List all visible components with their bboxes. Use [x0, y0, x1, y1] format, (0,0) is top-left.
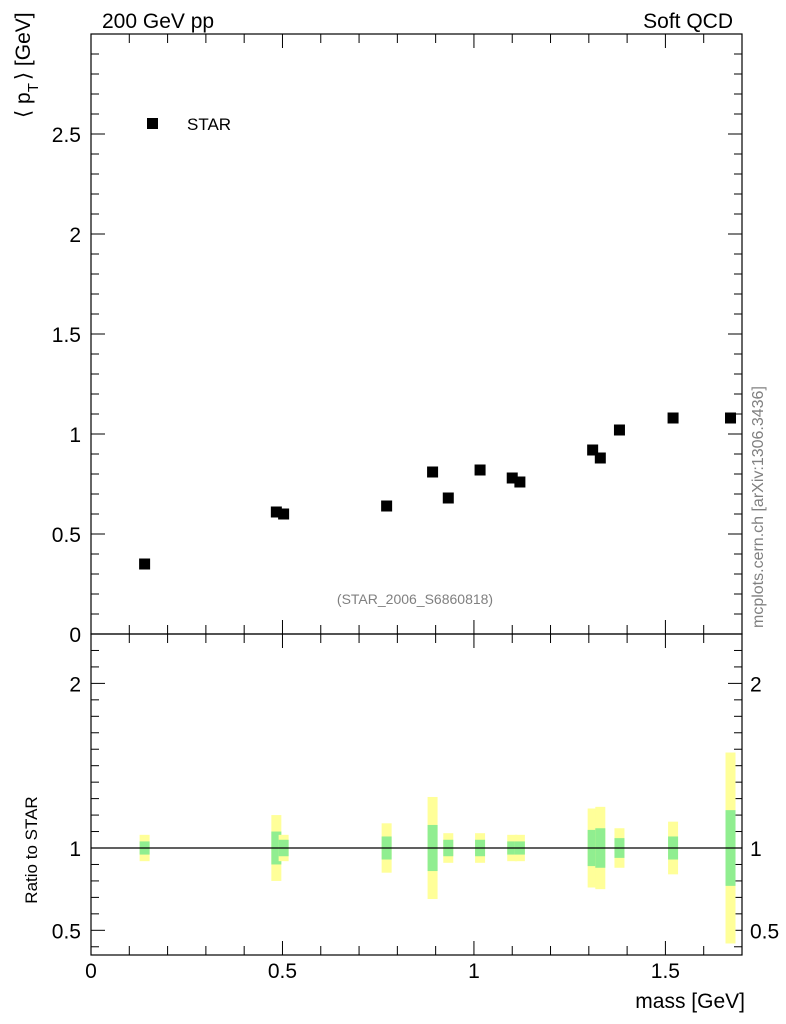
x-tick-label: 1.5 [651, 960, 680, 983]
main-data-points [139, 412, 737, 570]
main-y-axis-label: ⟨ pT⟩ [GeV] [12, 12, 42, 118]
x-tick-label: 1 [468, 960, 480, 983]
main-data-point [270, 506, 282, 518]
ratio-y-axis-label: Ratio to STAR [22, 796, 41, 903]
main-data-point [514, 476, 526, 488]
ratio-y-tick-label-left: 0.5 [52, 920, 81, 943]
x-tick-label: 0.5 [268, 960, 297, 983]
header-category-label: Soft QCD [643, 10, 733, 33]
ratio-y-tick-label-right: 0.5 [750, 920, 779, 943]
ratio-y-tick-label-right: 2 [750, 673, 762, 696]
watermark-label: mcplots.cern.ch [arXiv:1306.3436] [750, 386, 767, 628]
header-energy-label: 200 GeV pp [102, 10, 214, 33]
main-data-point [613, 424, 625, 436]
ratio-y-tick-label-left: 1 [69, 838, 81, 861]
legend-marker [147, 118, 158, 129]
main-data-point [667, 412, 679, 424]
main-data-point [442, 492, 454, 504]
x-tick-label: 0 [85, 960, 97, 983]
main-y-tick-label: 2 [69, 224, 81, 247]
x-axis-label: mass [GeV] [635, 990, 745, 1013]
main-data-point [278, 508, 290, 520]
main-data-point [427, 466, 439, 478]
main-y-tick-label: 1 [69, 424, 81, 447]
ratio-y-tick-label-right: 1 [750, 838, 762, 861]
main-y-tick-label: 0 [69, 624, 81, 647]
tick-labels: 00.511.522.50.5 0.51 12 20 0.5 1 1.5 [52, 124, 779, 983]
main-data-point [381, 500, 393, 512]
main-y-tick-label: 1.5 [52, 324, 81, 347]
ratio-frame-border [90, 633, 743, 956]
main-data-point [139, 558, 151, 570]
ratio-plot-frame [90, 633, 743, 956]
main-data-point [506, 472, 518, 484]
ratio-y-tick-label-left: 2 [69, 673, 81, 696]
main-data-point [594, 452, 606, 464]
main-data-point [474, 464, 486, 476]
legend-label: STAR [187, 115, 231, 134]
main-y-tick-label: 2.5 [52, 124, 81, 147]
main-data-point [725, 412, 737, 424]
analysis-id-label: (STAR_2006_S6860818) [337, 591, 493, 607]
main-y-tick-label: 0.5 [52, 524, 81, 547]
main-data-point [587, 444, 599, 456]
